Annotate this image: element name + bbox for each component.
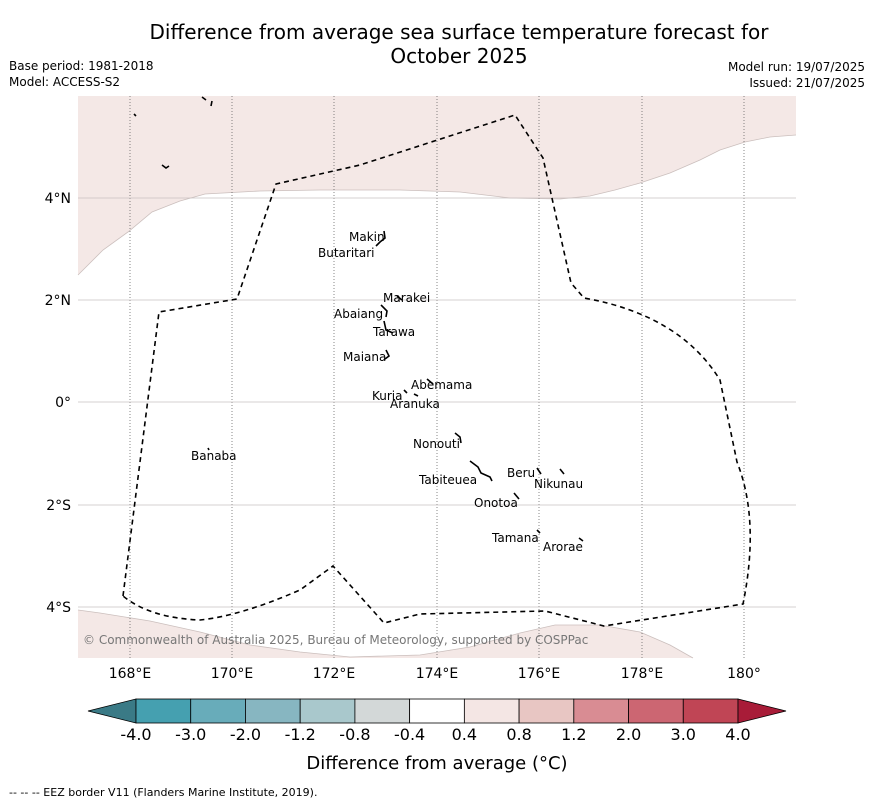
island-tabiteuea-shape <box>469 460 493 482</box>
island-tamana-shape <box>536 529 541 534</box>
colorbar-segment <box>135 698 192 724</box>
lon-tick-170e: 170°E <box>211 666 254 682</box>
colorbar: -4.0 -3.0 -2.0 -1.2 -0.8 -0.4 0.4 0.8 1.2 2.0 3.0 4… <box>87 698 787 744</box>
colorbar-tick-label: -0.4 <box>394 725 425 744</box>
island-marakei-shape <box>396 295 403 301</box>
lon-tick-176e: 176°E <box>518 666 561 682</box>
colorbar-segment <box>573 698 629 724</box>
lat-tick-2n: 2°N <box>45 293 71 309</box>
colorbar-tick-label: -0.8 <box>339 725 370 744</box>
island-label-abemama: Abemama <box>411 378 472 392</box>
island-outlines <box>133 96 584 542</box>
island-makin-shape <box>375 230 386 247</box>
island-label-banaba: Banaba <box>191 449 237 463</box>
island-label-arorae: Arorae <box>543 540 583 554</box>
island-abaiang-shape <box>380 304 388 318</box>
meta-left: Base period: 1981-2018 Model: ACCESS-S2 <box>9 58 154 90</box>
meta-right: Model run: 19/07/2025 Issued: 21/07/2025 <box>728 59 865 91</box>
lat-tick-4s: 4°S <box>46 600 71 616</box>
island-label-butaritari: Butaritari <box>318 246 375 260</box>
lon-tick-172e: 172°E <box>313 666 356 682</box>
island-label-maiana: Maiana <box>343 350 386 364</box>
island-aranuka-shape <box>413 393 419 397</box>
colorbar-segment <box>518 698 575 724</box>
colorbar-segment <box>299 698 356 724</box>
island-nikunau-shape <box>559 468 565 475</box>
colorbar-tick-label: 0.8 <box>506 725 531 744</box>
colorbar-tick-label: -2.0 <box>230 725 261 744</box>
colorbar-title: Difference from average (°C) <box>306 753 567 774</box>
island-maiana-shape <box>384 349 391 360</box>
graticule-latitude <box>78 197 796 608</box>
colorbar-segment <box>245 698 301 724</box>
lon-tick-168e: 168°E <box>109 666 152 682</box>
island-label-marakei: Marakei <box>383 291 430 305</box>
south-region-edge <box>77 609 694 659</box>
lon-tick-174e: 174°E <box>416 666 459 682</box>
north-anomaly-region <box>78 96 796 275</box>
colorbar-tick-label: 2.0 <box>616 725 641 744</box>
island-label-makin: Makin <box>349 230 385 244</box>
island-north-b-shape <box>161 164 170 169</box>
colorbar-tick-label: 1.2 <box>561 725 586 744</box>
lat-tick-4n: 4°N <box>45 191 71 207</box>
eez-legend-note: -- -- -- EEZ border V11 (Flanders Marine… <box>9 786 318 799</box>
lon-tick-180: 180° <box>727 666 761 682</box>
lon-tick-178e: 178°E <box>621 666 664 682</box>
colorbar-extend-high <box>737 698 787 724</box>
eez-border <box>122 114 751 627</box>
island-north-d-shape <box>210 100 213 107</box>
island-arorae-shape <box>578 537 584 542</box>
island-beru-shape <box>536 467 542 475</box>
colorbar-segment <box>354 698 411 724</box>
colorbar-segment <box>190 698 246 724</box>
island-label-nikunau: Nikunau <box>534 477 583 491</box>
colorbar-tick-label: -1.2 <box>285 725 316 744</box>
island-label-kuria: Kuria <box>372 389 403 403</box>
island-label-aranuka: Aranuka <box>390 397 440 411</box>
island-tarawa-shape <box>383 320 394 334</box>
island-kuria-shape <box>403 389 408 394</box>
island-label-abaiang: Abaiang <box>334 307 383 321</box>
island-label-beru: Beru <box>507 466 535 480</box>
issued-date: Issued: 21/07/2025 <box>749 76 865 90</box>
colorbar-segment <box>682 698 739 724</box>
island-label-onotoa: Onotoa <box>474 496 518 510</box>
colorbar-extend-low <box>87 698 137 724</box>
colorbar-tick-label: 4.0 <box>725 725 750 744</box>
island-nonouti-shape <box>454 432 462 444</box>
colorbar-tick-label: 3.0 <box>671 725 696 744</box>
colorbar-tick-label: 0.4 <box>452 725 477 744</box>
island-label-tarawa: Tarawa <box>372 325 415 339</box>
colorbar-segment <box>409 698 465 724</box>
island-label-tamana: Tamana <box>491 531 539 545</box>
island-abemama-shape <box>426 378 434 385</box>
chart-title: Difference from average sea surface temp… <box>100 20 818 68</box>
island-banaba-shape <box>207 447 210 451</box>
colorbar-tick-label: -4.0 <box>120 725 151 744</box>
island-label-tabiteuea: Tabiteuea <box>418 473 477 487</box>
lat-tick-0: 0° <box>55 395 71 411</box>
island-label-nonouti: Nonouti <box>413 437 460 451</box>
island-north-c-shape <box>201 96 207 101</box>
lat-tick-2s: 2°S <box>46 498 71 514</box>
graticule-longitude <box>129 96 745 658</box>
base-period: Base period: 1981-2018 <box>9 59 154 73</box>
copyright-notice: © Commonwealth of Australia 2025, Bureau… <box>83 633 588 647</box>
model-run: Model run: 19/07/2025 <box>727 60 865 74</box>
colorbar-segment <box>628 698 684 724</box>
model-name: Model: ACCESS-S2 <box>9 75 121 89</box>
island-north-a-shape <box>133 113 137 117</box>
colorbar-segment <box>463 698 520 724</box>
island-onotoa-shape <box>513 492 520 500</box>
title-line-1: Difference from average sea surface temp… <box>149 20 769 44</box>
title-line-2: October 2025 <box>390 44 528 68</box>
colorbar-tick-label: -3.0 <box>175 725 206 744</box>
